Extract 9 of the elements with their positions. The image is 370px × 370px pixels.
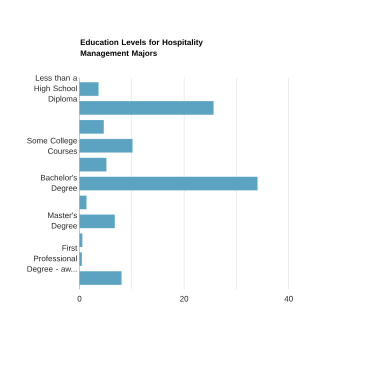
bar [80, 214, 115, 228]
bar [80, 271, 122, 285]
bar [80, 138, 133, 153]
bar [80, 176, 258, 190]
bar [80, 120, 104, 134]
bar [80, 82, 99, 96]
bar [80, 158, 106, 172]
bar [80, 101, 214, 115]
bar [80, 196, 86, 210]
